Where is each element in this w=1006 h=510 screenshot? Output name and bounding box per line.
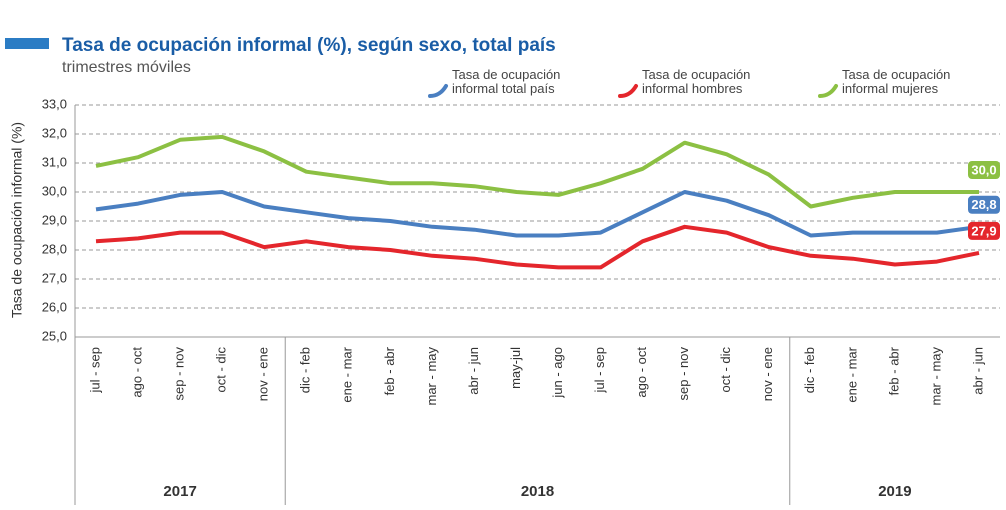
value-label-box [968,161,1000,179]
value-label-box [968,221,1000,240]
chart-title: Tasa de ocupación informal (%), según se… [62,35,556,56]
y-tick-label: 25,0 [42,328,67,343]
x-tick-label: feb - abr [886,346,901,395]
value-label: 27,9 [971,223,996,238]
x-tick-label: ene - mar [844,346,859,402]
x-tick-label: jun - ago [550,347,565,399]
y-tick-label: 26,0 [42,299,67,314]
y-tick-label: 27,0 [42,270,67,285]
legend-label: Tasa de ocupación informal mujeres [842,68,951,96]
year-label: 2018 [521,483,554,500]
value-label-box [968,195,1000,214]
legend-label: Tasa de ocupación informal hombres [642,68,751,96]
x-tick-label: may-jul [508,347,523,389]
x-tick-label: mar - may [424,347,439,406]
legend-entry: Tasa de ocupación informal mujeres [842,68,951,96]
x-tick-label: nov - ene [760,347,775,401]
y-axis-title: Tasa de ocupación informal (%) [9,122,25,318]
y-tick-label: 30,0 [42,183,67,198]
x-tick-label: sep - nov [172,347,187,401]
legend-swatch [428,84,448,98]
value-label: 28,8 [971,197,996,212]
y-tick-label: 31,0 [42,154,67,169]
x-tick-label: ene - mar [340,346,355,402]
year-label: 2017 [163,483,196,500]
x-tick-label: dic - feb [802,347,817,393]
legend-entry: Tasa de ocupación informal hombres [642,68,751,96]
series-line [95,134,979,209]
x-tick-label: feb - abr [382,346,397,395]
x-tick-label: ago - oct [130,347,145,398]
legend-label: Tasa de ocupación informal total país [452,68,561,96]
x-tick-label: dic - feb [298,347,313,393]
x-tick-label: nov - ene [256,347,271,401]
x-tick-label: abr - jun [466,347,481,395]
title-marker [5,38,49,49]
legend-swatch [818,84,838,98]
x-tick-label: jul - sep [87,347,102,394]
x-tick-label: mar - may [928,347,943,406]
x-tick-label: ago - oct [634,347,649,398]
chart-subtitle: trimestres móviles [62,59,191,76]
value-label: 30,0 [971,162,996,177]
y-tick-label: 29,0 [42,212,67,227]
y-tick-label: 32,0 [42,125,67,140]
legend-swatch [618,84,638,98]
x-tick-label: oct - dic [718,347,733,393]
x-tick-label: oct - dic [214,347,229,393]
y-tick-label: 28,0 [42,241,67,256]
x-tick-label: abr - jun [970,347,985,395]
legend-entry: Tasa de ocupación informal total país [452,68,561,96]
series-line [95,224,980,270]
x-tick-label: sep - nov [676,347,691,401]
series-line [95,190,980,238]
x-tick-label: jul - sep [592,347,607,394]
year-label: 2019 [878,483,911,500]
y-tick-label: 33,0 [42,96,67,111]
